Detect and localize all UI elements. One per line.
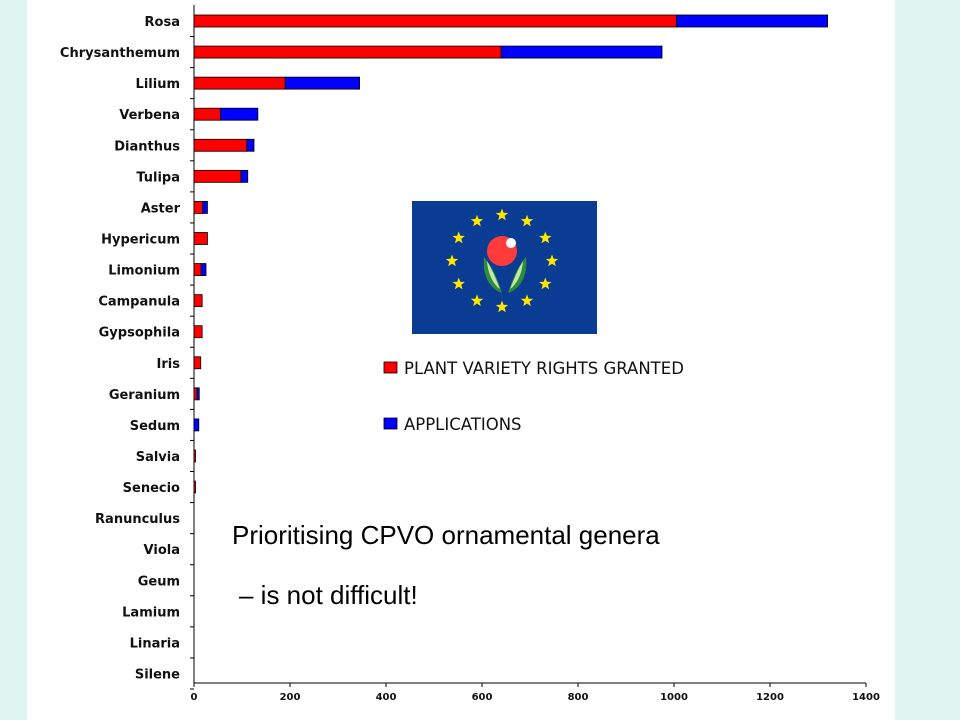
emblem-star-ring xyxy=(445,208,559,313)
bar-granted xyxy=(193,232,208,245)
emblem-star-icon xyxy=(520,294,534,307)
category-label: Tulipa xyxy=(136,170,180,185)
bar-granted xyxy=(193,201,204,214)
bar-granted xyxy=(193,107,221,121)
x-tick-label: 1000 xyxy=(660,692,688,703)
bar-applications xyxy=(246,138,255,152)
category-label: Iris xyxy=(157,357,181,372)
x-tick-label: 200 xyxy=(280,692,301,703)
slide: 0 200 400 600 800 1000 1200 1400 Rosa Chrysanthem… xyxy=(27,0,895,720)
legend-label-applications: APPLICATIONS xyxy=(404,415,522,434)
category-label: Lamium xyxy=(122,605,180,620)
legend-swatch-granted xyxy=(383,361,398,374)
emblem-star-icon xyxy=(520,214,534,227)
bar-applications xyxy=(240,169,249,183)
x-tick-label: 1400 xyxy=(852,692,880,703)
category-label: Lilium xyxy=(136,77,180,92)
emblem-star-icon xyxy=(452,277,465,290)
bar-granted xyxy=(193,449,196,463)
x-tick-label: 0 xyxy=(191,692,198,703)
bar-granted xyxy=(193,263,202,276)
category-label: Hypericum xyxy=(101,232,180,247)
emblem-star-icon xyxy=(452,231,465,244)
emblem-star-icon xyxy=(539,231,552,244)
bar-applications xyxy=(500,45,663,59)
category-label: Aster xyxy=(141,201,181,216)
bar-granted xyxy=(193,138,248,152)
x-tick-label: 400 xyxy=(376,692,397,703)
bar-applications xyxy=(676,14,829,28)
category-label: Geranium xyxy=(109,388,180,403)
category-label: Linaria xyxy=(130,636,180,651)
emblem-leaf-left-highlight xyxy=(487,261,500,289)
category-label: Sedum xyxy=(130,419,180,434)
bar-chart: 0 200 400 600 800 1000 1200 1400 Rosa Chrysanthem… xyxy=(60,5,880,703)
emblem-background xyxy=(412,201,597,334)
category-label: Campanula xyxy=(98,295,180,310)
emblem-star-icon xyxy=(470,214,484,227)
x-tick-label: 1200 xyxy=(756,692,784,703)
emblem-flower-highlight xyxy=(506,238,516,248)
bar-granted xyxy=(193,45,502,59)
emblem-star-icon xyxy=(495,300,509,313)
legend-label-granted: PLANT VARIETY RIGHTS GRANTED xyxy=(404,359,684,378)
bar-granted xyxy=(193,294,203,308)
category-label: Dianthus xyxy=(114,139,180,154)
category-label: Rosa xyxy=(145,15,180,30)
x-tick-label: 800 xyxy=(568,692,589,703)
cpvo-emblem xyxy=(412,201,597,334)
bar-applications xyxy=(193,418,200,432)
bar-applications xyxy=(200,263,207,276)
legend-swatch-applications xyxy=(383,417,398,430)
caption-line-2: – is not difficult! xyxy=(239,580,418,610)
bar-granted xyxy=(193,14,677,28)
emblem-star-icon xyxy=(445,254,459,267)
caption-line-1: Prioritising CPVO ornamental genera xyxy=(232,520,660,550)
category-label: Geum xyxy=(138,574,180,589)
bar-applications xyxy=(284,76,361,90)
category-label: Silene xyxy=(135,667,180,682)
bar-applications xyxy=(196,387,200,401)
category-label: Verbena xyxy=(119,108,180,123)
emblem-star-icon xyxy=(495,208,509,221)
emblem-leaf-right-highlight xyxy=(510,261,523,289)
bar-granted xyxy=(193,356,202,370)
bar-granted xyxy=(193,325,203,339)
category-label: Viola xyxy=(144,543,180,558)
category-label: Salvia xyxy=(136,450,180,465)
bar-granted xyxy=(193,480,196,494)
emblem-star-icon xyxy=(470,294,484,307)
bar-applications xyxy=(219,107,259,121)
category-label: Limonium xyxy=(108,264,180,279)
category-label: Gypsophila xyxy=(99,326,180,341)
bar-granted xyxy=(193,76,286,90)
emblem-star-icon xyxy=(539,277,552,290)
bar-applications xyxy=(202,201,208,214)
bar-granted xyxy=(193,169,242,183)
x-tick-label: 600 xyxy=(472,692,493,703)
category-label: Ranunculus xyxy=(95,512,180,527)
emblem-star-icon xyxy=(545,254,559,267)
category-label: Chrysanthemum xyxy=(60,46,180,61)
bar-granted xyxy=(193,387,198,401)
category-label: Senecio xyxy=(123,481,180,496)
